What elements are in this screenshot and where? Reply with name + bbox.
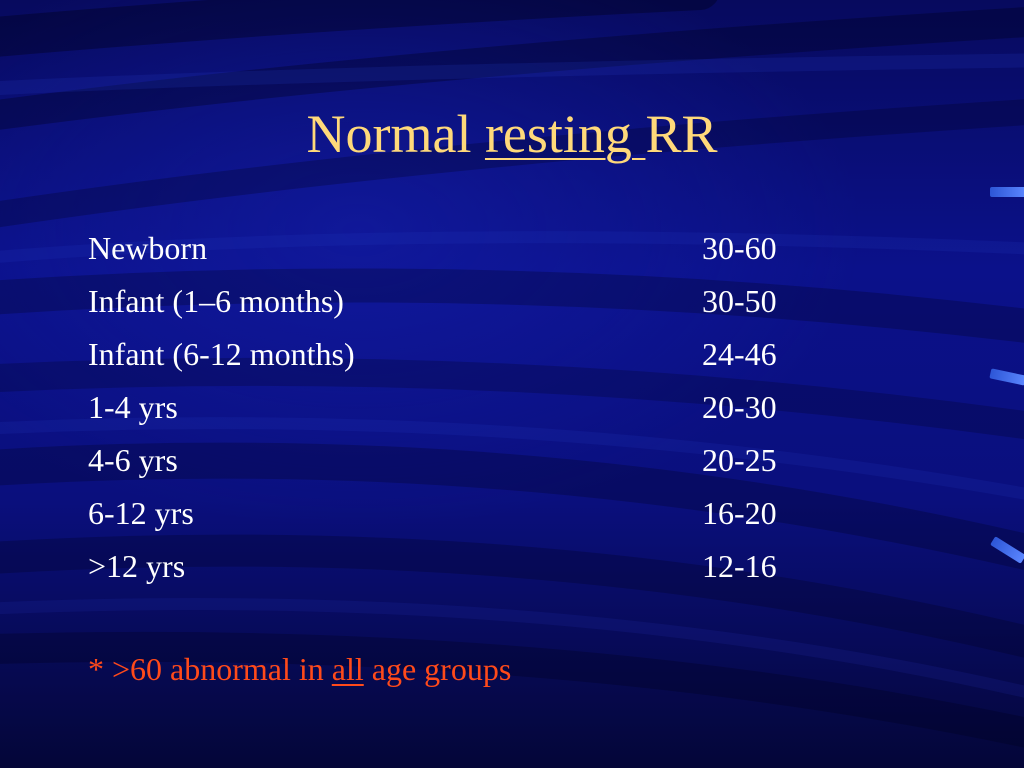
table-row: 6-12 yrs 16-20 [88,487,808,540]
age-group-label: 1-4 yrs [88,389,178,425]
table-row: 1-4 yrs 20-30 [88,381,808,434]
rate-range: 20-30 [702,389,777,425]
rate-range: 16-20 [702,495,777,531]
rate-range: 20-25 [702,442,777,478]
accent-dash-1 [990,187,1024,197]
rate-range: 24-46 [702,336,777,372]
age-group-label: 6-12 yrs [88,495,194,531]
title-part-normal: Normal [306,104,485,164]
note-suffix: age groups [363,651,512,687]
age-group-label: 4-6 yrs [88,442,178,478]
rate-range: 30-50 [702,283,777,319]
abnormal-note: * >60 abnormal in all age groups [88,644,511,694]
age-group-label: >12 yrs [88,548,186,584]
age-group-label: Infant (1–6 months) [88,283,344,319]
title-part-resting: resting [484,104,646,164]
note-prefix: * >60 abnormal in [88,651,332,687]
table-row: Infant (6-12 months) 24-46 [88,328,808,381]
slide-title: Normal resting RR [0,102,1024,166]
age-group-label: Newborn [88,230,208,266]
respiratory-rate-table: Newborn 30-60 Infant (1–6 months) 30-50 … [88,222,808,593]
note-emphasis: all [331,651,364,687]
rate-range: 30-60 [702,230,777,266]
rate-range: 12-16 [702,548,777,584]
table-row: Infant (1–6 months) 30-50 [88,275,808,328]
table-row: >12 yrs 12-16 [88,540,808,593]
age-group-label: Infant (6-12 months) [88,336,355,372]
table-row: 4-6 yrs 20-25 [88,434,808,487]
title-part-rr: RR [645,104,718,164]
table-row: Newborn 30-60 [88,222,808,275]
